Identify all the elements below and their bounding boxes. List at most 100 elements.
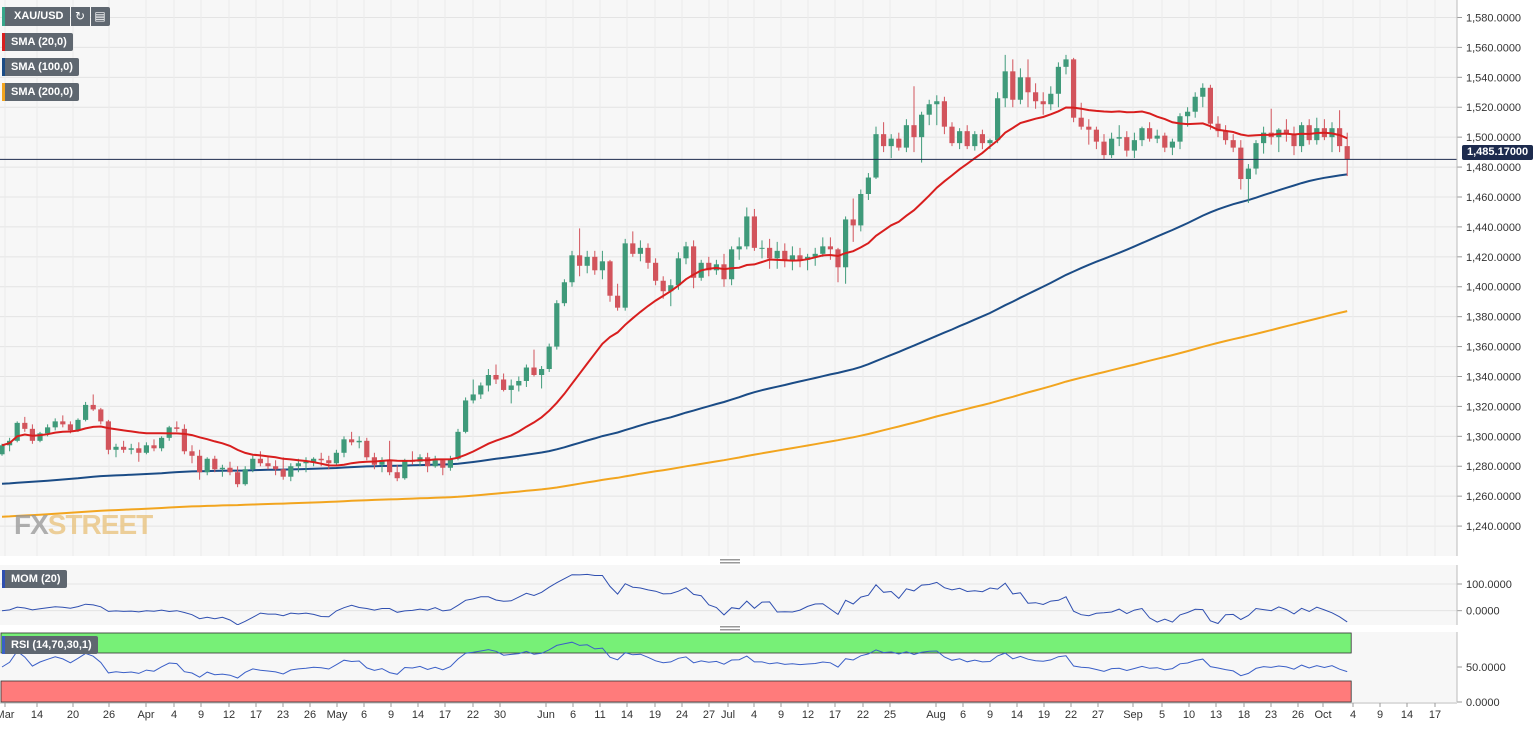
mom-swatch	[2, 570, 5, 588]
candle-body	[767, 247, 773, 259]
candle-body	[67, 424, 73, 431]
candle-body	[850, 219, 856, 226]
mom-tick-label: 100.0000	[1466, 579, 1512, 591]
candle-body	[257, 458, 263, 464]
candle-body	[1207, 87, 1213, 124]
candle-body	[1306, 125, 1312, 141]
sma-100-swatch	[2, 58, 5, 76]
candle-body	[1344, 146, 1350, 160]
candle-body	[881, 134, 887, 147]
calendar-icon[interactable]: ▤	[90, 7, 110, 26]
mom-axis[interactable]: 100.0000 0.0000	[1456, 565, 1512, 625]
candle-body	[1002, 71, 1008, 99]
price-axis[interactable]: 1,240.0000 1,260.0000 1,280.0000 1,300.0000…	[1456, 0, 1521, 556]
candle-body	[744, 216, 750, 247]
candle-body	[675, 258, 681, 286]
candle-body	[265, 463, 271, 467]
rsi-oversold-band	[0, 680, 1352, 703]
candle-body	[668, 285, 674, 292]
rsi-axis[interactable]: 50.0000 0.0000	[1456, 632, 1506, 709]
time-tick-label: 9	[1377, 709, 1383, 721]
time-tick-label: 22	[467, 709, 479, 721]
time-tick-label: 22	[1065, 709, 1077, 721]
price-tick-label: 1,440.0000	[1466, 222, 1521, 234]
candle-body	[1109, 138, 1115, 156]
time-tick-label: 14	[1401, 709, 1413, 721]
price-tick-label: 1,400.0000	[1466, 282, 1521, 294]
legend-sma-20[interactable]: SMA (20,0)	[2, 33, 73, 51]
candle-body	[143, 445, 149, 453]
candle-body	[174, 427, 180, 429]
splitter-1[interactable]	[0, 557, 1536, 564]
rsi-swatch	[2, 636, 5, 654]
candle-body	[789, 255, 795, 260]
candle-body	[592, 256, 598, 271]
price-tick-label: 1,280.0000	[1466, 461, 1521, 473]
candle-body	[508, 385, 514, 390]
candle-body	[1261, 132, 1267, 144]
sma-100-layer	[1, 173, 1348, 485]
time-tick-label: 19	[1038, 709, 1050, 721]
candle-body	[113, 446, 119, 450]
candle-body	[827, 246, 833, 250]
splitter-2[interactable]	[0, 625, 1536, 632]
time-tick-label: 9	[388, 709, 394, 721]
candle-body	[865, 177, 871, 194]
mom-line-layer	[1, 573, 1348, 626]
sma-200-line	[1, 310, 1348, 518]
sma-200-label: SMA (200,0)	[11, 86, 73, 98]
candle-body	[364, 440, 370, 458]
price-tick-label: 1,240.0000	[1466, 521, 1521, 533]
candle-body	[949, 126, 955, 144]
candle-body	[934, 101, 940, 105]
candle-body	[212, 458, 218, 470]
candle-body	[470, 394, 476, 401]
candle-body	[45, 427, 51, 434]
time-tick-label: May	[327, 709, 348, 721]
legend-mom[interactable]: MOM (20)	[2, 570, 67, 588]
time-tick-label: 18	[1238, 709, 1250, 721]
symbol-swatch	[2, 7, 5, 26]
candle-body	[546, 346, 552, 370]
time-axis[interactable]: Mar 14 20 26 Apr 4 9 12 17 23 26 May 6 9 14 17 22 30 Jun 6 1…	[0, 702, 1457, 721]
time-tick-label: 14	[31, 709, 43, 721]
legend-rsi[interactable]: RSI (14,70,30,1)	[2, 636, 98, 654]
symbol-label[interactable]: XAU/USD	[2, 7, 70, 26]
time-tick-label: 27	[1092, 709, 1104, 721]
candle-body	[1337, 128, 1343, 147]
candle-body	[83, 404, 89, 420]
time-tick-label: 11	[594, 709, 605, 721]
candle-body	[105, 421, 111, 450]
refresh-icon[interactable]: ↻	[70, 7, 90, 26]
price-tick-label: 1,560.0000	[1466, 42, 1521, 54]
candle-body	[523, 367, 529, 381]
candle-body	[919, 114, 925, 138]
candle-body	[1048, 93, 1054, 105]
candle-body	[379, 460, 385, 465]
price-tick-label: 1,320.0000	[1466, 401, 1521, 413]
rsi-bands	[0, 632, 1352, 703]
candle-body	[653, 262, 659, 281]
price-tick-label: 1,340.0000	[1466, 371, 1521, 383]
mom-panel[interactable]: 100.0000 0.0000	[0, 565, 1512, 626]
candle-body	[1139, 128, 1145, 141]
candle-body	[1177, 116, 1183, 142]
candle-body	[843, 219, 849, 268]
price-tick-label: 1,300.0000	[1466, 431, 1521, 443]
legend-sma-100[interactable]: SMA (100,0)	[2, 58, 79, 76]
candle-body	[1124, 137, 1130, 151]
legend-sma-200[interactable]: SMA (200,0)	[2, 83, 79, 101]
time-tick-label: 17	[250, 709, 262, 721]
candle-body	[1086, 126, 1092, 130]
candle-body	[387, 460, 393, 473]
candle-body	[121, 446, 127, 450]
price-panel[interactable]: 1,240.0000 1,260.0000 1,280.0000 1,300.0000…	[0, 0, 1521, 556]
sma-100-line	[1, 173, 1348, 485]
candle-body	[333, 452, 339, 464]
time-tick-label: 26	[103, 709, 115, 721]
rsi-panel[interactable]: 50.0000 0.0000	[0, 632, 1506, 709]
candle-body	[721, 264, 727, 280]
rsi-line-layer	[1, 641, 1348, 679]
mom-tick-label: 0.0000	[1466, 606, 1500, 618]
